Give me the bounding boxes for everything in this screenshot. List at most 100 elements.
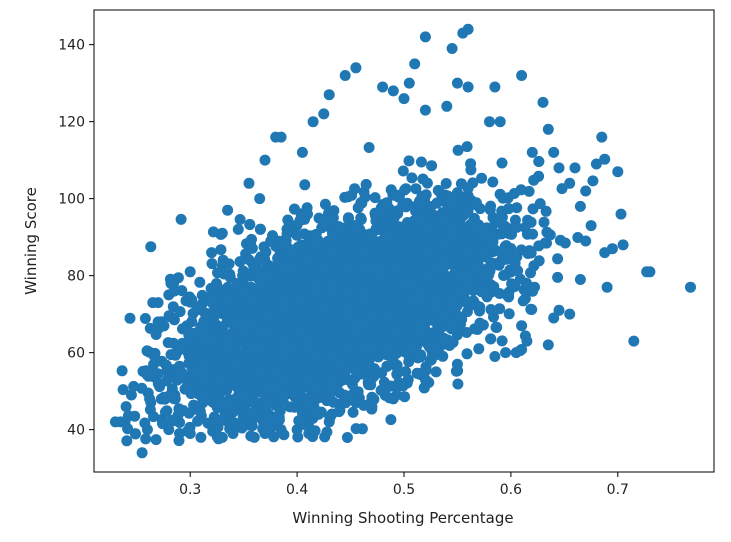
data-point [369, 207, 381, 219]
data-point [140, 433, 152, 445]
data-point [542, 339, 554, 351]
data-point [247, 337, 259, 349]
data-point [523, 245, 535, 257]
data-point [496, 211, 508, 223]
data-point [309, 275, 321, 287]
data-point [500, 269, 512, 281]
data-point [512, 265, 524, 277]
data-point [121, 435, 133, 447]
data-point [321, 426, 333, 438]
data-point [415, 211, 426, 223]
x-tick-label: 0.6 [500, 482, 522, 498]
data-point [227, 428, 239, 439]
data-point [444, 298, 456, 310]
data-point [585, 220, 597, 232]
data-point [332, 339, 344, 351]
data-point [538, 216, 550, 228]
data-point [431, 197, 443, 209]
data-point [395, 301, 407, 313]
data-point [465, 158, 477, 170]
data-point [385, 414, 397, 426]
data-point [363, 341, 375, 353]
x-axis: 0.3 0.4 0.5 0.6 0.7 [179, 472, 629, 498]
data-point [363, 356, 375, 368]
data-point [322, 235, 334, 247]
data-point [322, 347, 334, 359]
data-point [327, 212, 339, 224]
data-point [420, 364, 432, 376]
data-point [415, 200, 427, 212]
data-point [416, 190, 428, 202]
data-point [365, 228, 377, 240]
data-point [375, 384, 387, 396]
data-point [685, 281, 696, 293]
data-point [234, 256, 246, 268]
data-point [360, 179, 372, 190]
data-point [217, 260, 228, 272]
data-point [421, 177, 433, 189]
data-point [308, 286, 320, 298]
data-point [338, 389, 350, 401]
data-point [504, 228, 515, 240]
data-point [224, 272, 236, 283]
data-point [352, 367, 364, 379]
data-point [394, 233, 406, 245]
data-point [441, 100, 453, 112]
data-point [291, 220, 303, 232]
data-point [141, 345, 153, 357]
data-point [125, 389, 137, 401]
data-point [261, 324, 273, 336]
x-axis-label: Winning Shooting Percentage [292, 509, 513, 527]
data-point [271, 368, 283, 380]
data-points [109, 23, 696, 459]
data-point [495, 255, 507, 267]
data-point [376, 263, 388, 275]
data-point [442, 190, 454, 202]
y-tick-label: 60 [67, 346, 85, 362]
data-point [403, 77, 415, 89]
data-point [529, 281, 540, 293]
data-point [245, 238, 256, 250]
data-point [299, 419, 311, 431]
data-point [534, 198, 546, 210]
data-point [447, 225, 459, 237]
data-point [462, 205, 474, 217]
data-point [191, 302, 203, 314]
data-point [355, 232, 367, 244]
data-point [371, 288, 382, 300]
data-point [564, 308, 576, 320]
data-point [454, 311, 466, 323]
data-point [274, 316, 286, 327]
data-point [489, 351, 501, 362]
data-point [470, 220, 482, 232]
data-point [238, 287, 250, 299]
data-point [319, 198, 331, 210]
data-point [392, 191, 404, 203]
data-point [396, 278, 408, 290]
data-point [503, 203, 515, 215]
data-point [596, 131, 608, 143]
data-point [323, 416, 335, 428]
data-point [354, 345, 366, 357]
data-point [424, 269, 436, 281]
data-point [115, 416, 127, 428]
data-point [186, 294, 198, 306]
data-point [144, 393, 156, 405]
data-point [206, 258, 218, 270]
data-point [197, 356, 209, 368]
data-point [259, 399, 271, 411]
data-point [426, 287, 438, 299]
data-point [228, 319, 240, 331]
data-point [202, 309, 214, 321]
data-point [120, 401, 132, 413]
data-point [161, 375, 173, 387]
data-point [337, 222, 349, 234]
data-point [195, 431, 207, 443]
data-point [249, 384, 261, 396]
data-point [386, 338, 398, 350]
data-point [257, 290, 269, 302]
data-point [186, 316, 198, 328]
data-point [477, 272, 489, 284]
data-point [516, 320, 528, 332]
data-point [221, 396, 233, 407]
